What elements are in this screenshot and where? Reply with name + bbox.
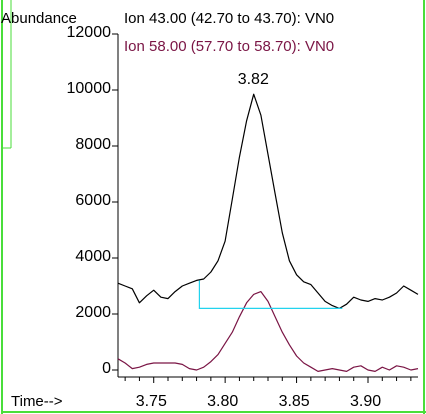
integration-baseline xyxy=(198,280,343,309)
y-tick-label: 6000 xyxy=(75,192,111,209)
y-axis-label: Abundance xyxy=(1,10,77,27)
legend-ion-43: Ion 43.00 (42.70 to 43.70): VN0 xyxy=(124,10,335,27)
y-tick-label: 0 xyxy=(102,360,111,377)
y-tick-label: 4000 xyxy=(75,248,111,265)
y-tick-label: 2000 xyxy=(75,304,111,321)
legend-ion-58: Ion 58.00 (57.70 to 58.70): VN0 xyxy=(124,38,335,55)
y-tick-label: 10000 xyxy=(66,80,112,97)
ion-43-trace xyxy=(117,93,419,309)
x-tick-label: 3.85 xyxy=(278,393,310,410)
x-axis-label: Time--> xyxy=(11,393,63,410)
y-tick-label: 12000 xyxy=(66,24,112,41)
x-tick-label: 3.75 xyxy=(135,393,167,410)
peak-label: 3.82 xyxy=(237,71,269,89)
ion-58-trace xyxy=(117,291,419,372)
x-tick-label: 3.80 xyxy=(207,393,239,410)
y-tick-label: 8000 xyxy=(75,136,111,153)
x-tick-label: 3.90 xyxy=(350,393,382,410)
